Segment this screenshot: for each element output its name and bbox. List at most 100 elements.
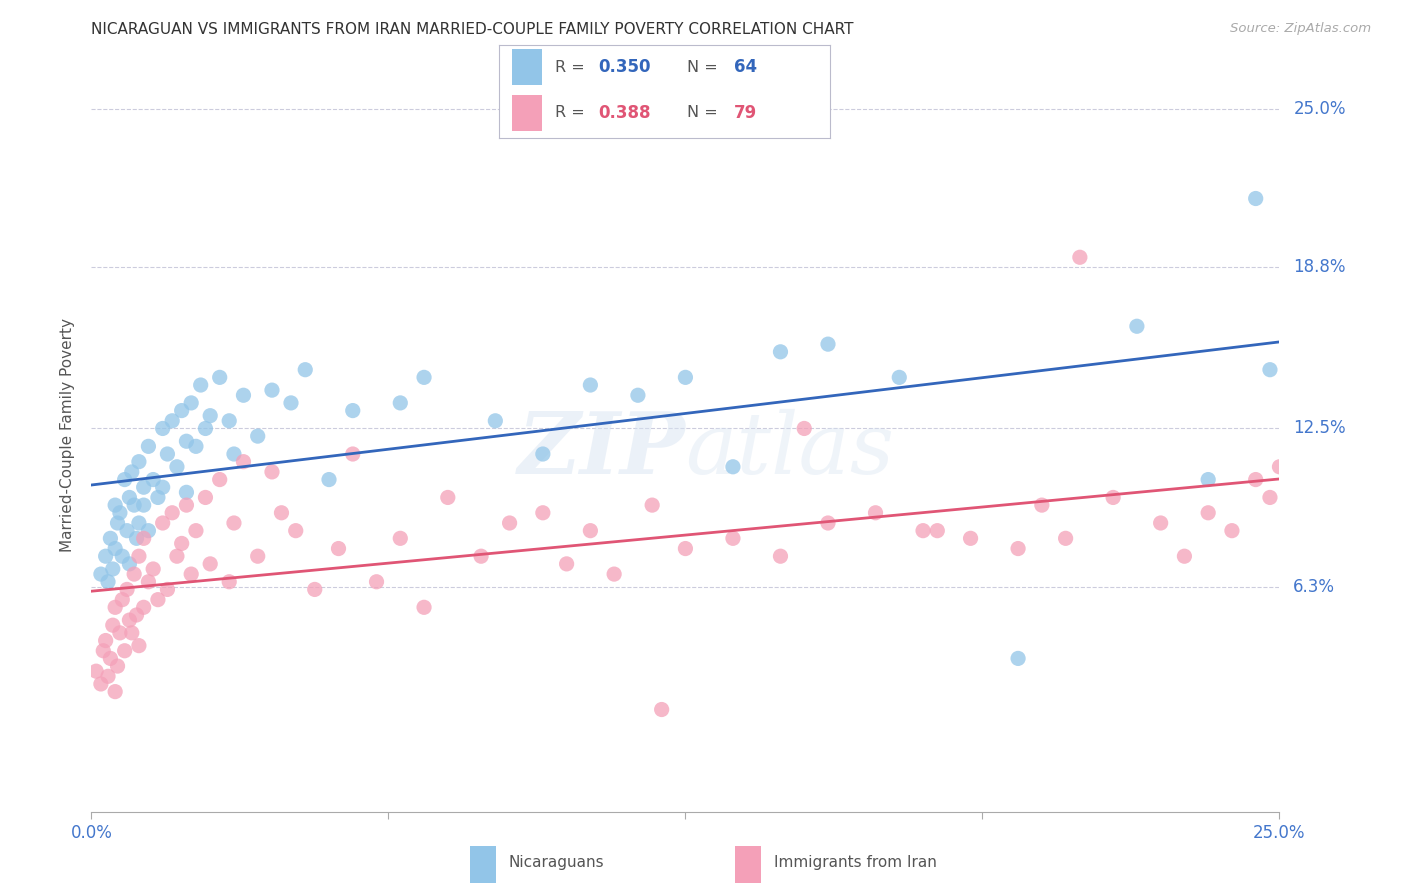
Bar: [470, 846, 496, 883]
Point: [166, 459, 188, 474]
Point: [318, 473, 340, 487]
Point: [673, 541, 696, 556]
Bar: [735, 846, 761, 883]
Point: [436, 491, 458, 505]
Point: [246, 429, 269, 443]
Point: [142, 473, 165, 487]
Point: [389, 532, 412, 546]
Point: [94, 633, 117, 648]
Point: [100, 651, 122, 665]
Point: [108, 506, 131, 520]
Point: [128, 455, 150, 469]
Point: [959, 532, 981, 546]
Point: [184, 439, 207, 453]
Point: [328, 541, 350, 556]
Y-axis label: Married-Couple Family Poverty: Married-Couple Family Poverty: [60, 318, 76, 552]
Point: [1007, 541, 1029, 556]
Point: [817, 337, 839, 351]
Point: [603, 567, 626, 582]
Text: 0.350: 0.350: [599, 58, 651, 76]
Point: [531, 447, 554, 461]
Point: [579, 378, 602, 392]
Point: [97, 669, 120, 683]
Point: [104, 684, 127, 698]
Point: [84, 664, 107, 678]
Point: [132, 600, 155, 615]
Point: [673, 370, 696, 384]
Point: [125, 532, 148, 546]
Point: [160, 414, 183, 428]
Point: [1007, 651, 1029, 665]
Point: [200, 409, 222, 423]
Point: [160, 506, 183, 520]
Point: [484, 414, 506, 428]
Point: [1173, 549, 1195, 564]
Text: 64: 64: [734, 58, 756, 76]
Point: [304, 582, 326, 597]
Point: [208, 473, 231, 487]
Point: [132, 480, 155, 494]
Point: [1258, 362, 1281, 376]
Point: [128, 639, 150, 653]
Point: [284, 524, 307, 538]
Point: [115, 524, 138, 538]
Point: [111, 549, 134, 564]
Point: [218, 414, 240, 428]
Point: [132, 498, 155, 512]
Point: [1197, 473, 1219, 487]
Point: [122, 498, 145, 512]
Point: [107, 659, 129, 673]
Text: R =: R =: [555, 60, 591, 75]
Point: [641, 498, 664, 512]
Point: [721, 532, 744, 546]
Point: [101, 562, 124, 576]
Point: [184, 524, 207, 538]
Point: [721, 459, 744, 474]
Point: [889, 370, 911, 384]
Point: [152, 516, 174, 530]
Point: [114, 473, 136, 487]
Point: [90, 567, 112, 582]
Point: [222, 516, 245, 530]
Point: [142, 562, 165, 576]
Point: [176, 485, 198, 500]
Text: 0.388: 0.388: [599, 104, 651, 122]
Point: [498, 516, 520, 530]
Point: [1220, 524, 1243, 538]
Point: [170, 536, 193, 550]
Point: [222, 447, 245, 461]
Point: [128, 549, 150, 564]
Text: ZIP: ZIP: [517, 409, 685, 491]
Point: [200, 557, 222, 571]
Point: [107, 516, 129, 530]
Point: [176, 434, 198, 449]
Point: [121, 465, 143, 479]
Point: [104, 600, 127, 615]
Point: [579, 524, 602, 538]
Point: [111, 592, 134, 607]
Text: Source: ZipAtlas.com: Source: ZipAtlas.com: [1230, 22, 1371, 36]
Point: [413, 370, 436, 384]
Point: [911, 524, 934, 538]
Point: [194, 421, 217, 435]
Point: [114, 644, 136, 658]
Point: [122, 567, 145, 582]
Point: [138, 524, 160, 538]
Text: 6.3%: 6.3%: [1294, 578, 1336, 596]
Point: [115, 582, 138, 597]
Point: [152, 421, 174, 435]
Point: [927, 524, 949, 538]
Point: [194, 491, 217, 505]
Point: [1126, 319, 1149, 334]
Point: [1054, 532, 1077, 546]
Point: [138, 439, 160, 453]
Point: [208, 370, 231, 384]
Point: [817, 516, 839, 530]
Point: [108, 625, 131, 640]
Point: [180, 396, 202, 410]
Point: [246, 549, 269, 564]
Point: [1069, 250, 1091, 264]
Point: [470, 549, 492, 564]
Point: [280, 396, 302, 410]
Point: [555, 557, 578, 571]
